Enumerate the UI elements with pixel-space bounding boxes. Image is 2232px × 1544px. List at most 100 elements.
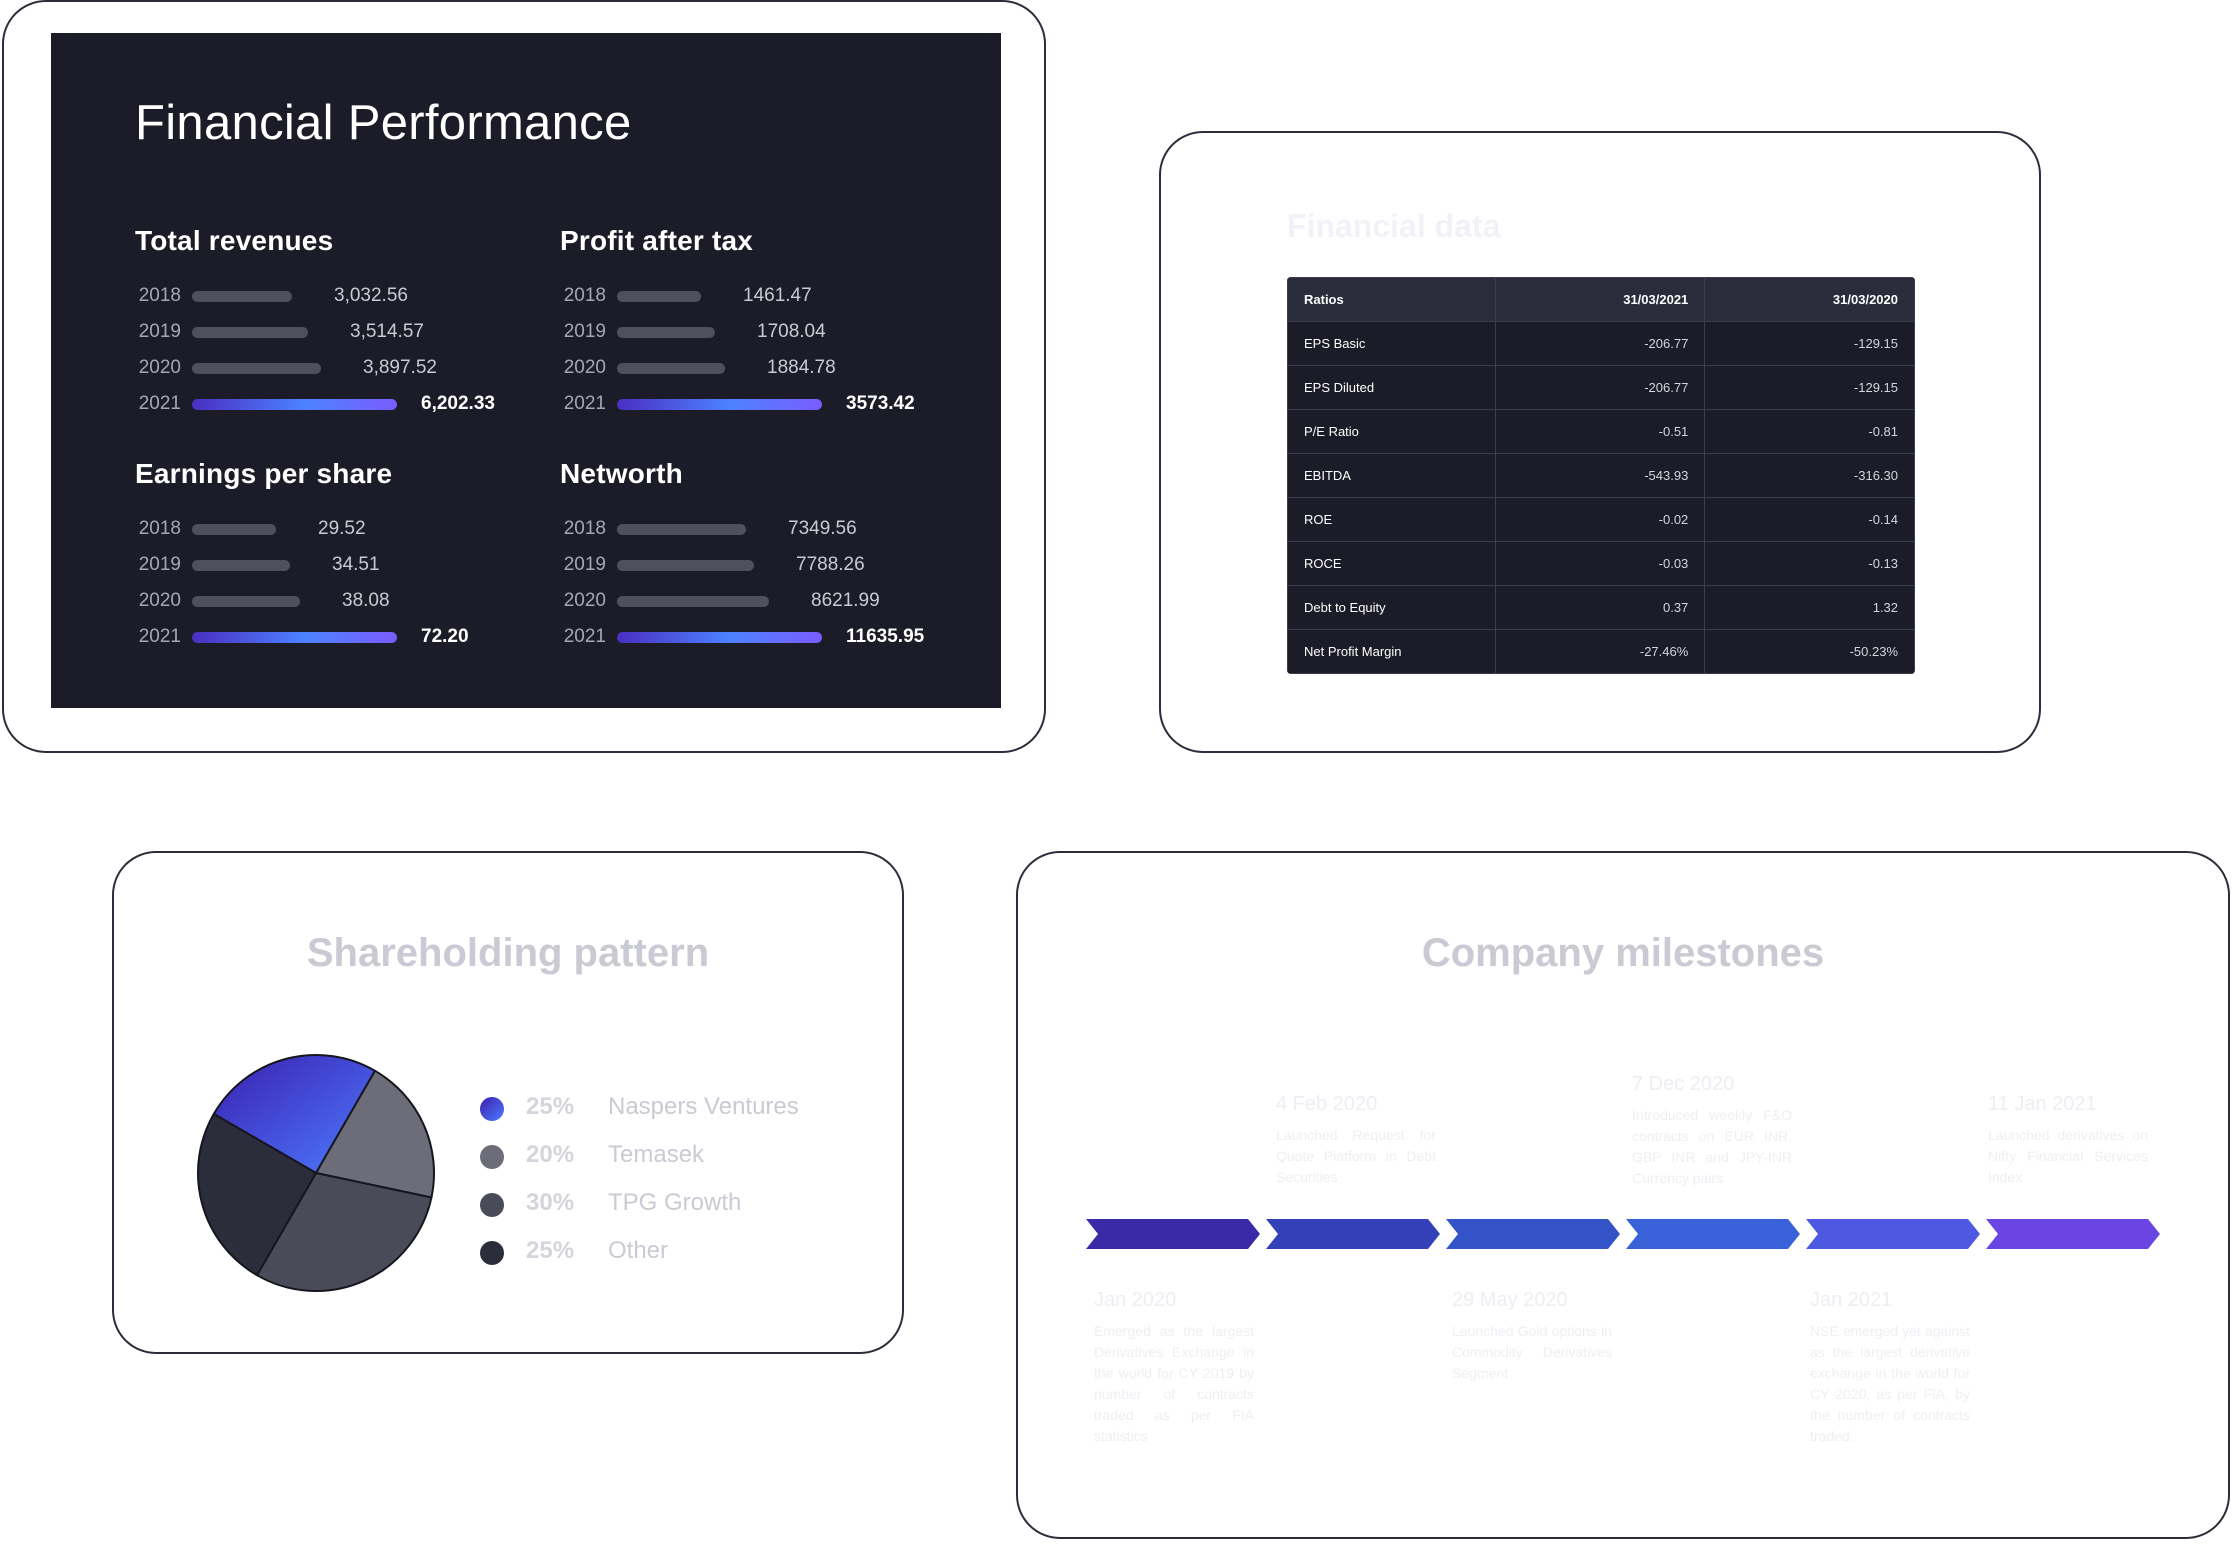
pie-slice-tpg-growth bbox=[255, 1171, 433, 1292]
metric-year: 2021 bbox=[563, 393, 606, 414]
metric-value: 38.08 bbox=[342, 590, 390, 611]
metric-profit-after-tax: Profit after tax 2018 1461.47 2019 1708.04 20… bbox=[560, 225, 940, 435]
ratio-name-cell: Debt to Equity bbox=[1287, 585, 1496, 630]
metric-title: Profit after tax bbox=[560, 225, 754, 256]
ratio-value-cell: -0.02 bbox=[1494, 497, 1706, 542]
metric-bar bbox=[617, 560, 754, 571]
milestone-date: 7 Dec 2020 bbox=[1632, 1073, 1735, 1095]
column-header-2020: 31/03/2020 bbox=[1704, 277, 1915, 322]
milestone-date: Jan 2021 bbox=[1810, 1289, 1893, 1311]
financial-performance-panel: Financial Performance Total revenues 2018… bbox=[51, 33, 1001, 708]
metric-value: 6,202.33 bbox=[421, 393, 495, 414]
metric-bar bbox=[617, 327, 715, 338]
metric-year: 2019 bbox=[563, 321, 606, 342]
metric-row: 2019 34.51 bbox=[135, 550, 515, 580]
table-row: EBITDA -543.93 -316.30 bbox=[1287, 453, 1915, 498]
financial-performance-title: Financial Performance bbox=[135, 96, 632, 150]
legend-dot-icon bbox=[480, 1241, 504, 1265]
milestone-item: Jan 2021 NSE emerged yet against as the l… bbox=[1810, 1287, 1970, 1447]
metric-row: 2019 1708.04 bbox=[560, 317, 940, 347]
milestone-description: Introduced weekly F&O contracts on EUR I… bbox=[1632, 1107, 1792, 1186]
ratio-value-cell: -0.51 bbox=[1494, 409, 1706, 454]
metric-year: 2020 bbox=[563, 590, 606, 611]
metric-year: 2019 bbox=[138, 321, 181, 342]
metric-value: 11635.95 bbox=[846, 626, 925, 647]
timeline-chevron bbox=[1266, 1219, 1440, 1249]
metric-bar bbox=[192, 327, 308, 338]
milestone-date: 29 May 2020 bbox=[1452, 1289, 1568, 1311]
metric-value: 1461.47 bbox=[743, 285, 812, 306]
metric-row: 2020 3,897.52 bbox=[135, 353, 515, 383]
metric-bar bbox=[617, 291, 701, 302]
metric-row: 2020 38.08 bbox=[135, 586, 515, 616]
table-row: EPS Diluted -206.77 -129.15 bbox=[1287, 365, 1915, 410]
financial-data-table: Ratios 31/03/2021 31/03/2020 EPS Basic -2… bbox=[1287, 277, 1915, 674]
ratio-name-cell: ROCE bbox=[1287, 541, 1496, 586]
ratio-value-cell: -206.77 bbox=[1494, 321, 1706, 366]
metric-bar bbox=[192, 399, 397, 410]
table-row: Net Profit Margin -27.46% -50.23% bbox=[1287, 629, 1915, 674]
metric-value: 7349.56 bbox=[788, 518, 857, 539]
metric-row: 2021 11635.95 bbox=[560, 622, 940, 652]
pie-slice-other bbox=[197, 1112, 318, 1277]
milestone-item: 11 Jan 2021 Launched derivatives on Nifty… bbox=[1988, 1091, 2148, 1188]
metric-row: 2019 7788.26 bbox=[560, 550, 940, 580]
financial-performance-card: Financial Performance Total revenues 2018… bbox=[2, 0, 1046, 753]
timeline-chevron bbox=[1086, 1219, 1260, 1249]
metric-bar bbox=[192, 363, 321, 374]
metric-bar bbox=[617, 596, 769, 607]
metric-year: 2020 bbox=[563, 357, 606, 378]
metric-row: 2020 1884.78 bbox=[560, 353, 940, 383]
metric-title: Earnings per share bbox=[135, 458, 393, 489]
metric-year: 2019 bbox=[138, 554, 181, 575]
metric-value: 7788.26 bbox=[796, 554, 865, 575]
milestone-description: Launched derivatives on Nifty Financial … bbox=[1988, 1127, 2148, 1185]
metric-row: 2021 6,202.33 bbox=[135, 389, 515, 419]
legend-dot-icon bbox=[480, 1193, 504, 1217]
column-header-ratios: Ratios bbox=[1287, 277, 1496, 322]
table-header-row: Ratios 31/03/2021 31/03/2020 bbox=[1287, 277, 1915, 322]
ratio-value-cell: -129.15 bbox=[1704, 321, 1915, 366]
ratio-value-cell: -0.14 bbox=[1704, 497, 1915, 542]
ratio-value-cell: -27.46% bbox=[1494, 629, 1706, 674]
legend-percentage: 30% bbox=[526, 1189, 575, 1216]
timeline-chevron bbox=[1986, 1219, 2160, 1249]
legend-name: Other bbox=[608, 1237, 669, 1264]
metric-bar bbox=[192, 560, 290, 571]
legend-name: Naspers Ventures bbox=[608, 1093, 799, 1120]
legend-dot-icon bbox=[480, 1097, 504, 1121]
metric-row: 2021 3573.42 bbox=[560, 389, 940, 419]
ratio-value-cell: 1.32 bbox=[1704, 585, 1915, 630]
timeline-chevron bbox=[1806, 1219, 1980, 1249]
metric-row: 2018 3,032.56 bbox=[135, 281, 515, 311]
shareholding-card: Shareholding pattern 25% Naspers Ventures… bbox=[112, 851, 904, 1354]
metric-row: 2018 7349.56 bbox=[560, 514, 940, 544]
metric-year: 2020 bbox=[138, 590, 181, 611]
ratio-value-cell: -0.13 bbox=[1704, 541, 1915, 586]
ratio-name-cell: Net Profit Margin bbox=[1287, 629, 1496, 674]
metric-bar bbox=[617, 363, 725, 374]
metric-year: 2018 bbox=[138, 518, 181, 539]
metric-value: 3,514.57 bbox=[350, 321, 424, 342]
financial-data-card: Financial data Ratios 31/03/2021 31/03/2… bbox=[1159, 131, 2041, 753]
legend-dot-icon bbox=[480, 1145, 504, 1169]
ratio-value-cell: -0.81 bbox=[1704, 409, 1915, 454]
metric-value: 8621.99 bbox=[811, 590, 880, 611]
metric-earnings-per-share: Earnings per share 2018 29.52 2019 34.51 2020… bbox=[135, 458, 515, 668]
metric-value: 34.51 bbox=[332, 554, 380, 575]
metric-value: 3,897.52 bbox=[363, 357, 437, 378]
metric-value: 3,032.56 bbox=[334, 285, 408, 306]
timeline-chevron bbox=[1626, 1219, 1800, 1249]
metric-row: 2020 8621.99 bbox=[560, 586, 940, 616]
milestone-date: 4 Feb 2020 bbox=[1276, 1093, 1378, 1115]
metric-value: 72.20 bbox=[421, 626, 469, 647]
legend-percentage: 25% bbox=[526, 1237, 575, 1264]
metric-value: 3573.42 bbox=[846, 393, 915, 414]
milestone-item: 4 Feb 2020 Launched Request for Quote Pla… bbox=[1276, 1091, 1436, 1188]
milestone-item: Jan 2020 Emerged as the largest Derivativ… bbox=[1094, 1287, 1254, 1447]
legend-percentage: 20% bbox=[526, 1141, 575, 1168]
milestone-item: 7 Dec 2020 Introduced weekly F&O contract… bbox=[1632, 1071, 1792, 1189]
metric-year: 2021 bbox=[563, 626, 606, 647]
metric-bar bbox=[192, 524, 276, 535]
metric-year: 2018 bbox=[138, 285, 181, 306]
